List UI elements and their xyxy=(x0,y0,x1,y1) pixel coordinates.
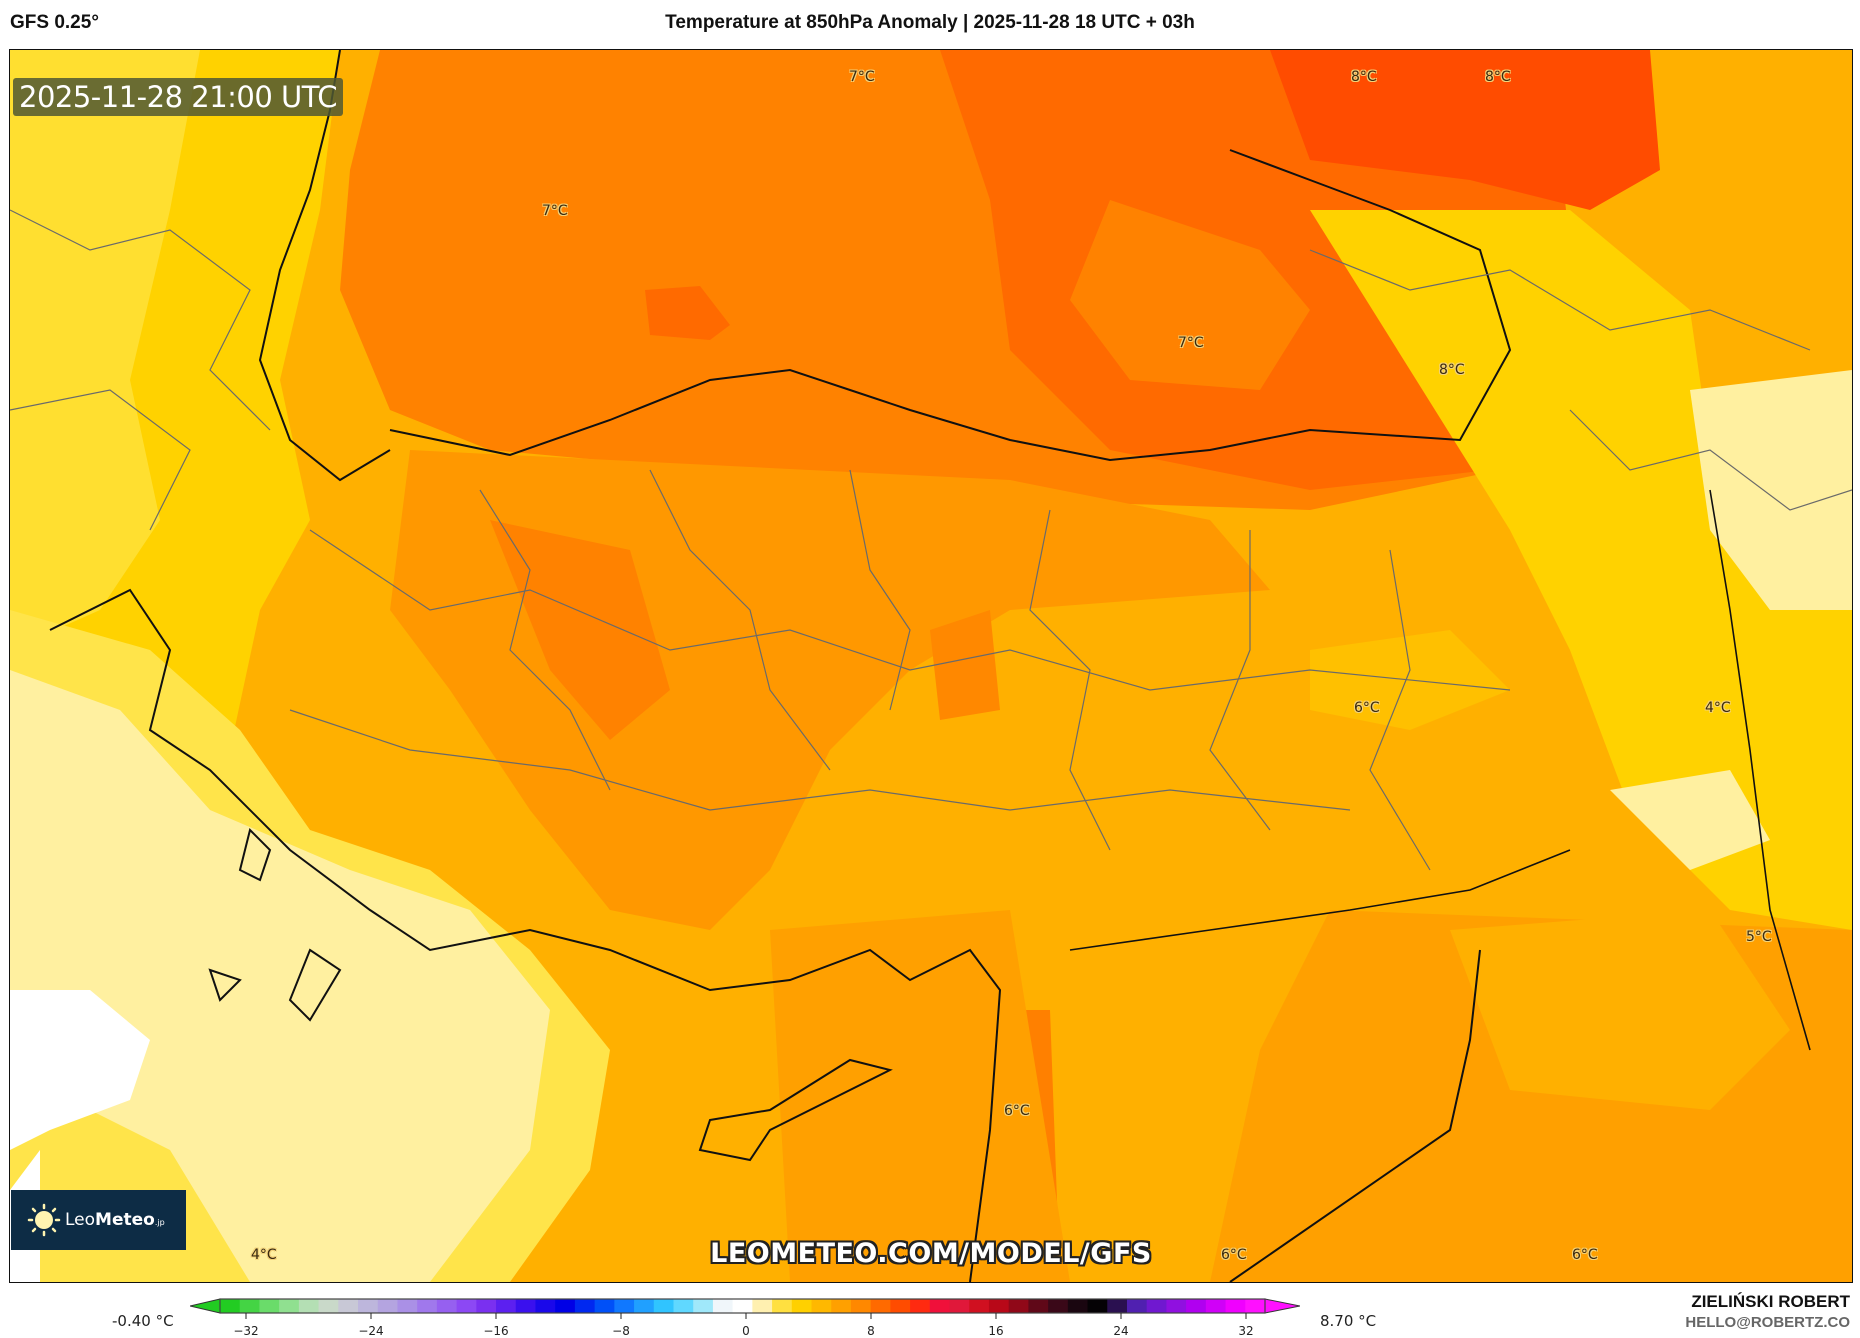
author-name: ZIELIŃSKI ROBERT xyxy=(1691,1292,1850,1311)
isotherm-label: 4°C xyxy=(1705,700,1731,716)
author-email[interactable]: HELLO@ROBERTZ.CO xyxy=(1685,1314,1850,1331)
anomaly-field xyxy=(10,50,1852,1282)
isotherm-label: 6°C xyxy=(1004,1103,1030,1119)
isotherm-label: 6°C xyxy=(1572,1247,1598,1263)
isotherm-label: 5°C xyxy=(1746,929,1772,945)
isotherm-label: 6°C xyxy=(1354,700,1380,716)
colorbar-tick-label: −24 xyxy=(358,1324,384,1338)
isotherm-label: 7°C xyxy=(1178,335,1204,351)
isotherm-label: 6°C xyxy=(1221,1247,1247,1263)
colorbar-tick-label: 8 xyxy=(867,1324,875,1338)
colorbar-scale xyxy=(190,1298,1300,1319)
isotherm-label: 4°C xyxy=(251,1247,277,1263)
colorbar-tick-label: −32 xyxy=(233,1324,259,1338)
isotherm-label: 8°C xyxy=(1439,362,1465,378)
model-name: GFS 0.25° xyxy=(10,12,99,33)
colorbar-tick-label: 32 xyxy=(1238,1324,1254,1338)
valid-time-badge: 2025-11-28 21:00 UTC xyxy=(13,78,344,116)
colorbar-tick-label: 16 xyxy=(988,1324,1004,1338)
colorbar-tick-label: −8 xyxy=(612,1324,630,1338)
colorbar: -0.40 °C −32 −24 −16 −8 0 8 16 24 32 8.70 °C xyxy=(0,1290,1860,1338)
colorbar-tick-label: −16 xyxy=(483,1324,509,1338)
colorbar-max-label: 8.70 °C xyxy=(1320,1312,1377,1330)
sun-icon xyxy=(27,1203,61,1237)
chart-title: Temperature at 850hPa Anomaly | 2025-11-… xyxy=(665,12,1195,33)
logo-wordmark: LeoMeteo.jp xyxy=(65,1210,165,1230)
colorbar-tick-label: 0 xyxy=(742,1324,750,1338)
map-panel: 2025-11-28 21:00 UTC 7°C 8°C 8°C 7°C 7°C 8°C 6… xyxy=(9,49,1853,1283)
isotherm-label: 7°C xyxy=(542,203,568,219)
isotherm-label: 8°C xyxy=(1351,69,1377,85)
isotherm-label: 7°C xyxy=(849,69,875,85)
leometeo-logo[interactable]: LeoMeteo.jp xyxy=(11,1190,186,1250)
colorbar-tick-label: 24 xyxy=(1113,1324,1129,1338)
isotherm-label: 8°C xyxy=(1485,69,1511,85)
site-watermark: LEOMETEO.COM/MODEL/GFS xyxy=(710,1238,1152,1269)
colorbar-min-label: -0.40 °C xyxy=(112,1312,174,1330)
